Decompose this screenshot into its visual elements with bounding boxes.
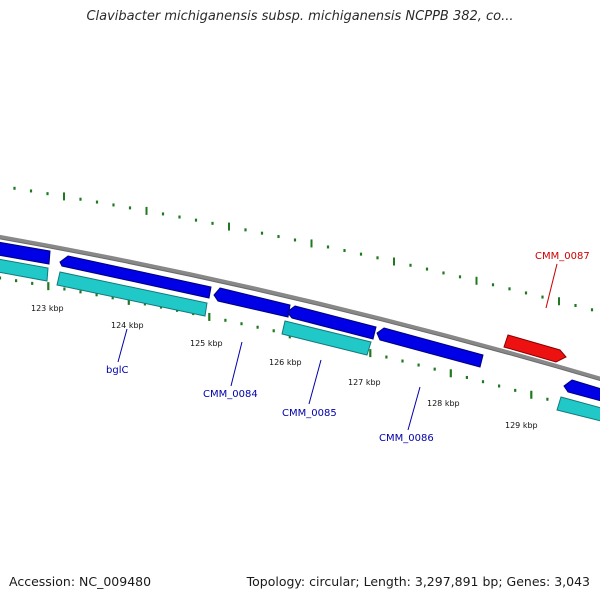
cds-feature[interactable]	[281, 320, 372, 356]
cds-feature[interactable]	[0, 241, 51, 265]
cds-feature[interactable]	[556, 396, 600, 422]
genome-backbone	[0, 234, 600, 381]
pointer-cmm-0087	[545, 263, 558, 309]
cds-feature[interactable]	[56, 271, 208, 317]
cds-feature[interactable]	[286, 305, 377, 340]
gene-features	[0, 241, 600, 422]
map-title: Clavibacter michiganensis subsp. michiga…	[86, 9, 514, 24]
topology-summary: Topology: circular; Length: 3,297,891 bp…	[246, 574, 590, 589]
pointer-bglc	[117, 328, 128, 363]
cds-feature[interactable]	[0, 258, 49, 282]
tick-label-127: 127 kbp	[348, 378, 381, 387]
cds-feature[interactable]	[563, 379, 600, 402]
tick-label-126: 126 kbp	[269, 358, 302, 367]
accession-label: Accession: NC_009480	[9, 574, 152, 589]
cds-feature[interactable]	[59, 255, 212, 299]
tick-label-124: 124 kbp	[111, 321, 144, 330]
pointer-cmm-0084	[230, 341, 243, 387]
outer-tick-marks	[13, 186, 594, 312]
label-pointers	[117, 263, 558, 431]
gene-label-cmm-0086[interactable]: CMM_0086	[379, 433, 434, 444]
cds-feature[interactable]	[376, 327, 484, 368]
gene-label-bglc[interactable]: bglC	[106, 365, 128, 376]
gene-label-cmm-0085[interactable]: CMM_0085	[282, 408, 337, 419]
genome-backbone-shadow	[0, 238, 600, 382]
gene-label-cmm-0084[interactable]: CMM_0084	[203, 389, 258, 400]
tick-label-125: 125 kbp	[190, 339, 223, 348]
pointer-cmm-0086	[407, 386, 421, 431]
gene-label-cmm-0087[interactable]: CMM_0087	[535, 251, 590, 262]
cds-feature[interactable]	[503, 334, 567, 363]
cds-feature[interactable]	[213, 287, 291, 318]
tick-label-129: 129 kbp	[505, 421, 538, 430]
pointer-cmm-0085	[308, 359, 322, 405]
tick-label-128: 128 kbp	[427, 399, 460, 408]
tick-label-123: 123 kbp	[31, 304, 64, 313]
